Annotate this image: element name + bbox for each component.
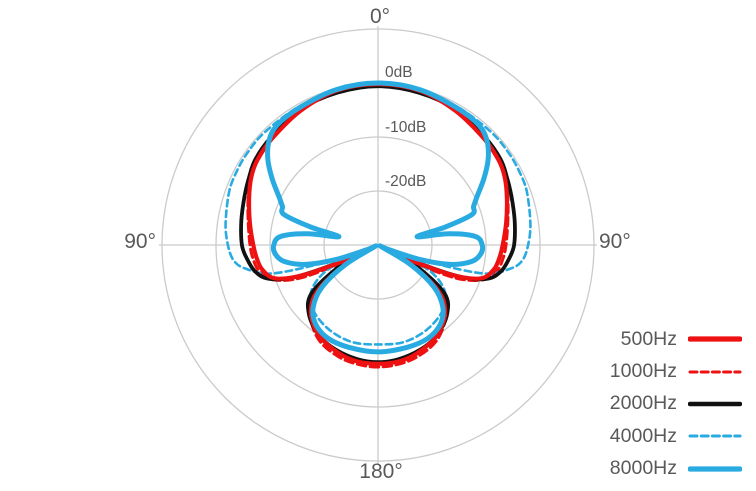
- legend-item-500hz: 500Hz: [560, 323, 742, 355]
- angle-label-right: 90°: [599, 230, 631, 253]
- legend: 500Hz 1000Hz 2000Hz 4000Hz 8000Hz: [560, 323, 742, 485]
- legend-item-4000hz: 4000Hz: [560, 420, 742, 452]
- legend-swatch-line: [688, 370, 742, 374]
- db-label: 0dB: [385, 64, 413, 81]
- legend-label: 1000Hz: [609, 360, 677, 383]
- curve-500hz: [246, 82, 510, 366]
- angle-label-bottom: 180°: [359, 460, 402, 483]
- legend-swatch-line: [688, 401, 742, 407]
- curve-8000hz: [265, 80, 491, 355]
- curve-4000hz: [224, 83, 532, 346]
- legend-swatch-line: [688, 336, 742, 342]
- legend-item-8000hz: 8000Hz: [560, 453, 742, 485]
- legend-label: 2000Hz: [609, 392, 677, 415]
- legend-swatch-line: [688, 466, 742, 472]
- legend-swatch-line: [688, 434, 742, 438]
- db-label: -20dB: [385, 173, 426, 190]
- legend-label: 500Hz: [620, 327, 677, 350]
- angle-label-top: 0°: [370, 5, 390, 28]
- angle-label-left: 90°: [124, 230, 156, 253]
- db-label: -10dB: [385, 119, 426, 136]
- legend-label: 8000Hz: [609, 457, 677, 480]
- legend-label: 4000Hz: [609, 424, 677, 447]
- legend-item-2000hz: 2000Hz: [560, 388, 742, 420]
- legend-item-1000hz: 1000Hz: [560, 355, 742, 387]
